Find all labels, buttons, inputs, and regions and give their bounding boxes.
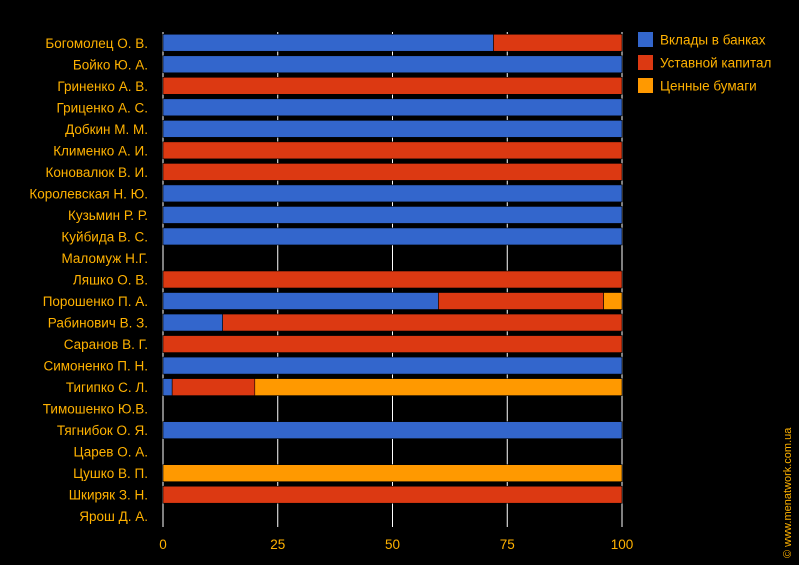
category-label: Тигипко С. Л. bbox=[66, 380, 148, 395]
category-label: Царев О. А. bbox=[74, 445, 149, 460]
bar-segment[interactable] bbox=[603, 292, 623, 310]
x-tick-label: 75 bbox=[500, 537, 515, 552]
bar-segment[interactable] bbox=[162, 356, 623, 375]
bar-segment[interactable] bbox=[162, 141, 623, 160]
bar-segment[interactable] bbox=[162, 313, 223, 332]
bar-segment[interactable] bbox=[493, 33, 623, 52]
bar-segment[interactable] bbox=[162, 485, 623, 504]
bar-segment[interactable] bbox=[162, 270, 623, 289]
bar-segment[interactable] bbox=[162, 55, 623, 74]
bar-segment[interactable] bbox=[162, 464, 623, 482]
bar-segment[interactable] bbox=[162, 77, 623, 95]
bar-segment[interactable] bbox=[162, 227, 623, 246]
legend-label: Уставной капитал bbox=[660, 56, 771, 71]
legend-swatch bbox=[638, 78, 653, 93]
x-tick-label: 25 bbox=[270, 537, 285, 552]
legend-label: Ценные бумаги bbox=[660, 79, 757, 94]
bars bbox=[162, 33, 623, 504]
bar-segment[interactable] bbox=[162, 163, 623, 181]
x-tick-label: 100 bbox=[611, 537, 634, 552]
category-label: Бойко Ю. А. bbox=[73, 57, 148, 72]
bar-segment[interactable] bbox=[162, 33, 494, 52]
bar-segment[interactable] bbox=[222, 313, 623, 332]
legend-swatch bbox=[638, 55, 653, 70]
bar-segment[interactable] bbox=[162, 206, 623, 224]
category-label: Клименко А. И. bbox=[53, 143, 148, 158]
legend: Вклады в банках Уставной капитал Ценные бу… bbox=[638, 32, 771, 94]
category-label: Богомолец О. В. bbox=[45, 36, 148, 51]
category-label: Королевская Н. Ю. bbox=[29, 186, 148, 201]
category-label: Порошенко П. А. bbox=[43, 294, 148, 309]
category-label: Маломуж Н.Г. bbox=[62, 251, 148, 266]
bar-segment[interactable] bbox=[162, 378, 173, 396]
bar-segment[interactable] bbox=[162, 421, 623, 439]
x-tick-label: 50 bbox=[385, 537, 400, 552]
category-label: Гриценко А. С. bbox=[57, 100, 148, 115]
bar-segment[interactable] bbox=[438, 292, 604, 310]
category-label: Добкин М. М. bbox=[65, 122, 148, 137]
category-label: Кузьмин Р. Р. bbox=[68, 208, 148, 223]
bar-segment[interactable] bbox=[171, 378, 256, 396]
watermark: © www.menatwork.com.ua bbox=[782, 427, 794, 558]
category-label: Саранов В. Г. bbox=[64, 337, 148, 352]
bar-segment[interactable] bbox=[162, 292, 439, 310]
bar-segment[interactable] bbox=[162, 120, 623, 138]
legend-swatch bbox=[638, 32, 653, 47]
category-label: Куйбида В. С. bbox=[61, 229, 148, 244]
category-label: Ярош Д. А. bbox=[79, 509, 148, 524]
category-label: Симоненко П. Н. bbox=[43, 359, 148, 374]
bar-segment[interactable] bbox=[162, 184, 623, 203]
x-tick-labels: 0 25 50 75 100 bbox=[159, 537, 633, 552]
x-tick-label: 0 bbox=[159, 537, 167, 552]
bar-segment[interactable] bbox=[254, 378, 623, 396]
category-label: Ляшко О. В. bbox=[73, 273, 148, 288]
category-label: Тягнибок О. Я. bbox=[57, 423, 148, 438]
bar-segment[interactable] bbox=[162, 98, 623, 117]
category-label: Шкиряк З. Н. bbox=[69, 488, 148, 503]
legend-label: Вклады в банках bbox=[660, 33, 766, 48]
bar-segment[interactable] bbox=[162, 335, 623, 353]
category-labels: Богомолец О. В. Бойко Ю. А. Гриненко А. В.… bbox=[29, 36, 148, 524]
category-label: Тимошенко Ю.В. bbox=[43, 402, 148, 417]
category-label: Рабинович В. З. bbox=[48, 316, 148, 331]
category-label: Коновалюк В. И. bbox=[46, 165, 148, 180]
category-label: Гриненко А. В. bbox=[57, 79, 148, 94]
category-label: Цушко В. П. bbox=[73, 466, 148, 481]
